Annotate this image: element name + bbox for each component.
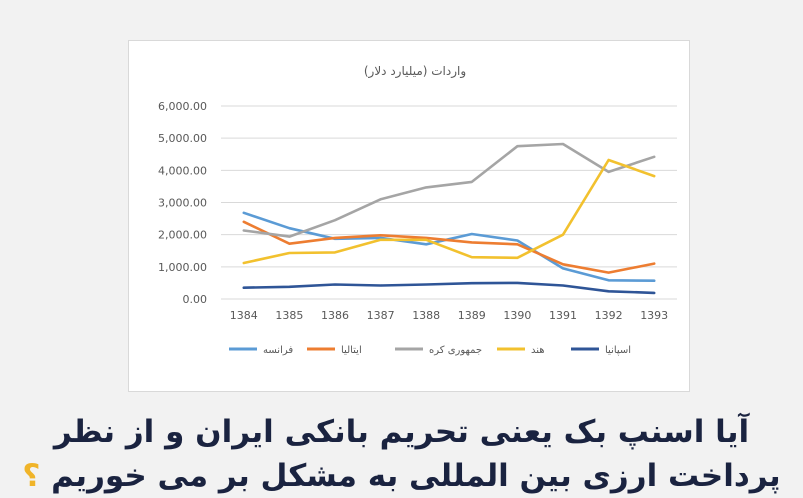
legend-label: هند [531,345,545,356]
headline-line-1: آیا اسنپ بک یعنی تحریم بانکی ایران و از … [53,414,750,450]
x-tick-label: 1387 [367,309,395,322]
series-line [242,281,656,295]
headline-line-2-text: پرداخت ارزی بین المللی به مشکل بر می خور… [51,458,781,494]
x-tick-label: 1385 [275,309,303,322]
y-tick-label: 6,000.00 [158,100,207,113]
y-tick-label: 1,000.00 [158,261,207,274]
imports-line-chart: واردات (میلیارد دلار) 0.00 1,000.00 2,000.… [158,64,677,356]
y-tick-label: 3,000.00 [158,197,207,210]
gridlines [221,105,677,300]
x-tick-label: 1393 [640,309,668,322]
headline-line-2: پرداخت ارزی بین المللی به مشکل بر می خور… [0,454,803,498]
y-axis-ticks: 0.00 1,000.00 2,000.00 3,000.00 4,000.00 5,00… [158,100,207,306]
legend-label: جمهوری کره [429,345,482,356]
legend: فرانسه ایتالیا جمهوری کره هند اسپانیا [229,345,631,356]
chart-card: واردات (میلیارد دلار) 0.00 1,000.00 2,000.… [128,40,690,392]
legend-label: ایتالیا [341,345,362,356]
x-tick-label: 1392 [595,309,623,322]
chart-title: واردات (میلیارد دلار) [364,64,466,79]
legend-label: اسپانیا [605,345,631,356]
x-tick-label: 1384 [230,309,258,322]
x-tick-label: 1388 [412,309,440,322]
series-line [242,142,656,238]
y-tick-label: 2,000.00 [158,229,207,242]
x-tick-label: 1391 [549,309,577,322]
x-axis-ticks: 1384 1385 1386 1387 1388 1389 1390 1391 1392 1393 [230,309,668,322]
x-tick-label: 1389 [458,309,486,322]
y-tick-label: 0.00 [183,293,208,306]
series-line [242,220,656,274]
y-tick-label: 5,000.00 [158,132,207,145]
series-lines [242,142,656,295]
y-tick-label: 4,000.00 [158,164,207,177]
question-mark: ؟ [22,458,41,494]
x-tick-label: 1390 [503,309,531,322]
x-tick-label: 1386 [321,309,349,322]
series-line [242,158,656,265]
legend-label: فرانسه [263,345,293,356]
headline: آیا اسنپ بک یعنی تحریم بانکی ایران و از … [0,410,803,498]
